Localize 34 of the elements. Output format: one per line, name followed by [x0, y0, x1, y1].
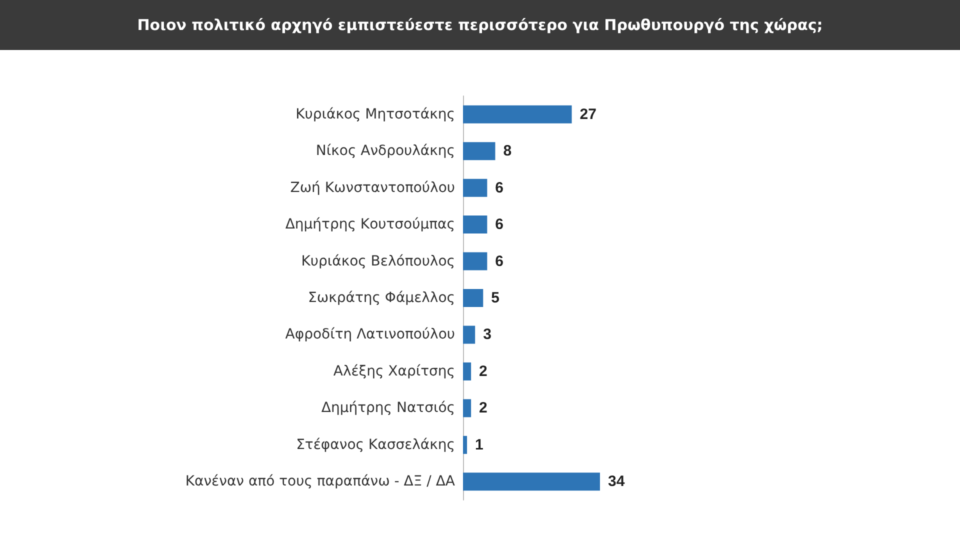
- y-tick-label: Αλέξης Χαρίτσης: [333, 363, 455, 380]
- bar: [463, 289, 484, 307]
- data-label: 3: [483, 326, 492, 344]
- bar: [463, 326, 476, 344]
- bar: [463, 436, 468, 454]
- y-tick-label: Ζωή Κωνσταντοπούλου: [290, 180, 455, 196]
- chart-title: Ποιον πολιτικό αρχηγό εμπιστεύεστε περισσότερο για Πρωθυπουργό της χώρας;: [0, 0, 960, 50]
- bar: [463, 216, 488, 234]
- y-tick-label: Νίκος Ανδρουλάκης: [316, 143, 455, 160]
- y-tick-label: Κυριάκος Μητσοτάκης: [296, 106, 455, 122]
- data-label: 6: [495, 179, 504, 196]
- y-tick-label: Στέφανος Κασσελάκης: [296, 436, 455, 453]
- data-label: 6: [495, 216, 504, 234]
- data-label: 27: [580, 106, 596, 123]
- data-label: 8: [503, 142, 512, 160]
- y-tick-label: Κανέναν από τους παραπάνω - ΔΞ / ΔΑ: [185, 474, 456, 490]
- y-tick-label: Σωκράτης Φάμελλος: [308, 290, 455, 306]
- bar: [463, 142, 496, 160]
- data-label: 34: [608, 473, 626, 490]
- bar: [463, 105, 572, 124]
- data-label: 5: [491, 290, 500, 306]
- data-label: 2: [479, 400, 488, 417]
- bar: [463, 472, 600, 491]
- y-tick-label: Δημήτρης Νατσιός: [321, 400, 455, 416]
- data-label: 2: [479, 362, 488, 380]
- data-label: 1: [475, 436, 484, 454]
- y-tick-label: Αφροδίτη Λατινοπούλου: [285, 326, 455, 343]
- bar: [463, 399, 472, 418]
- bar: [463, 178, 488, 197]
- y-tick-label: Κυριάκος Βελόπουλος: [301, 253, 455, 270]
- bar: [463, 252, 488, 270]
- y-tick-label: Δημήτρης Κουτσούμπας: [285, 216, 455, 233]
- data-label: 6: [495, 252, 504, 270]
- bar: [463, 362, 472, 380]
